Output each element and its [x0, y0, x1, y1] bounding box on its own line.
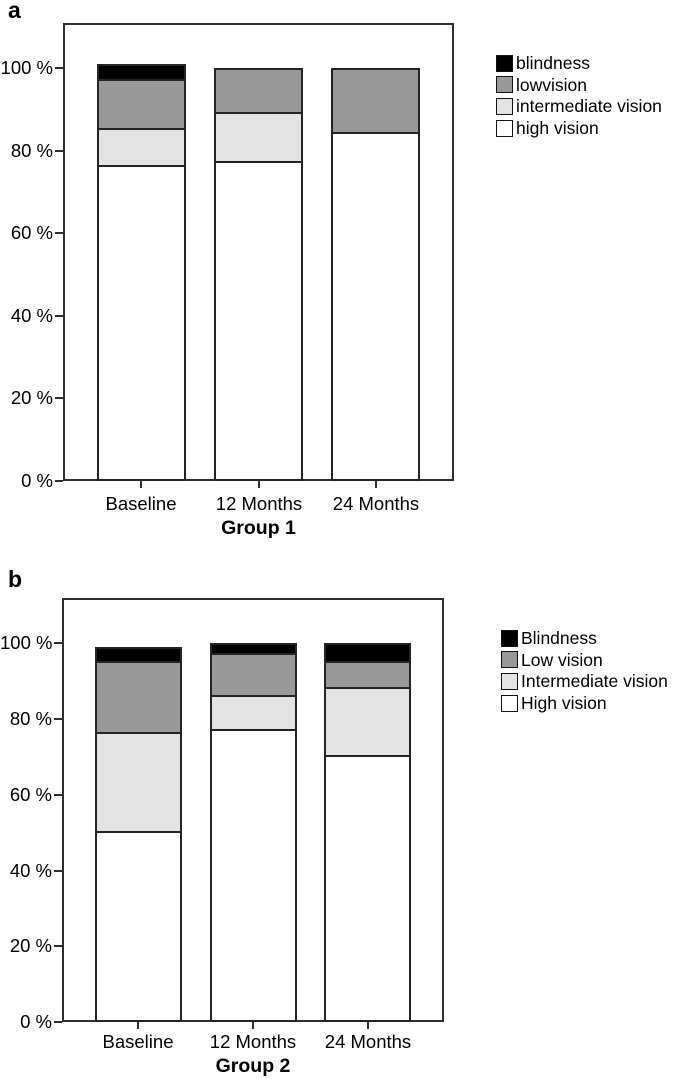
legend-label: high vision — [516, 118, 599, 139]
bar-segment — [97, 660, 180, 733]
bar — [324, 643, 411, 1022]
legend-label: lowvision — [516, 74, 587, 95]
axis-title: Group 1 — [221, 517, 296, 539]
y-tick-label: 20 % — [10, 387, 53, 409]
category-label: 12 Months — [215, 493, 303, 514]
bar-segment — [97, 649, 180, 661]
bar-segment — [216, 161, 301, 479]
bar-segment — [326, 687, 409, 756]
x-tick-mark — [140, 481, 142, 488]
y-tick-mark — [54, 718, 62, 721]
bar — [331, 68, 420, 481]
bar-segment — [97, 830, 180, 1020]
y-tick-label: 60 % — [9, 783, 52, 805]
legend-label: Intermediate vision — [521, 671, 668, 692]
bar-segment — [333, 132, 418, 479]
y-tick-label: 40 % — [9, 859, 52, 881]
bar-segment — [326, 660, 409, 688]
bar-segment — [326, 645, 409, 661]
bar — [210, 643, 297, 1022]
category-label: 24 Months — [324, 1031, 412, 1052]
legend-swatch — [496, 54, 513, 72]
bar-segment — [97, 732, 180, 831]
category-label: Baseline — [105, 493, 177, 514]
y-tick-mark — [54, 1021, 62, 1023]
axis-title: Group 2 — [215, 1055, 291, 1077]
bar-segment — [99, 66, 184, 79]
legend-swatch — [501, 694, 518, 712]
y-tick-mark — [54, 945, 62, 948]
legend-swatch — [501, 672, 518, 690]
legend-item: lowvision — [496, 75, 587, 95]
legend-item: high vision — [496, 118, 599, 138]
y-tick-mark — [55, 480, 63, 482]
bar-segment — [216, 111, 301, 162]
bar — [214, 68, 303, 481]
y-tick-label: 60 % — [10, 222, 53, 244]
category-label: 24 Months — [332, 493, 420, 514]
y-tick-mark — [54, 869, 62, 872]
legend-item: Blindness — [501, 628, 597, 648]
y-tick-mark — [54, 793, 62, 796]
legend-swatch — [496, 97, 513, 115]
legend-item: High vision — [501, 693, 607, 713]
bar — [95, 647, 182, 1022]
legend-swatch — [501, 629, 518, 647]
bar-segment — [99, 128, 184, 166]
legend-label: Low vision — [521, 649, 603, 670]
y-tick-label: 0 % — [20, 1011, 52, 1032]
bar-segment — [99, 165, 184, 479]
bar — [97, 64, 186, 481]
bar-segment — [326, 755, 409, 1020]
legend-label: intermediate vision — [516, 96, 662, 117]
legend-item: intermediate vision — [496, 96, 662, 116]
y-tick-mark — [55, 149, 63, 152]
bar-segment — [333, 70, 418, 133]
bar-segment — [99, 78, 184, 129]
y-tick-mark — [55, 397, 63, 400]
y-tick-label: 20 % — [9, 935, 52, 957]
x-tick-mark — [375, 481, 377, 488]
y-tick-mark — [54, 642, 62, 645]
legend-item: Intermediate vision — [501, 671, 668, 691]
legend-label: blindness — [516, 53, 590, 73]
legend-label: Blindness — [521, 628, 597, 648]
panel-label: b — [8, 566, 23, 592]
x-tick-mark — [137, 1022, 139, 1029]
bar-segment — [216, 70, 301, 112]
bar-segment — [212, 645, 295, 653]
x-tick-mark — [258, 481, 260, 488]
legend-swatch — [501, 651, 518, 669]
legend-swatch — [496, 76, 513, 94]
category-label: Baseline — [102, 1031, 174, 1052]
y-tick-label: 80 % — [9, 708, 52, 730]
category-label: 12 Months — [209, 1031, 297, 1052]
y-tick-label: 100 % — [0, 632, 53, 654]
y-tick-label: 40 % — [10, 304, 53, 326]
y-tick-mark — [55, 67, 63, 70]
bar-segment — [212, 694, 295, 729]
bar-segment — [212, 652, 295, 695]
x-tick-mark — [367, 1022, 369, 1029]
y-tick-label: 0 % — [21, 470, 53, 491]
legend-item: Low vision — [501, 650, 603, 670]
y-tick-label: 80 % — [10, 139, 53, 161]
x-tick-mark — [252, 1022, 254, 1029]
panel-label: a — [8, 0, 21, 23]
legend-item: blindness — [496, 53, 590, 73]
y-tick-mark — [55, 232, 63, 235]
y-tick-mark — [55, 314, 63, 317]
legend-swatch — [496, 119, 513, 137]
legend-label: High vision — [521, 693, 607, 714]
y-tick-label: 100 % — [0, 57, 53, 79]
bar-segment — [212, 728, 295, 1020]
